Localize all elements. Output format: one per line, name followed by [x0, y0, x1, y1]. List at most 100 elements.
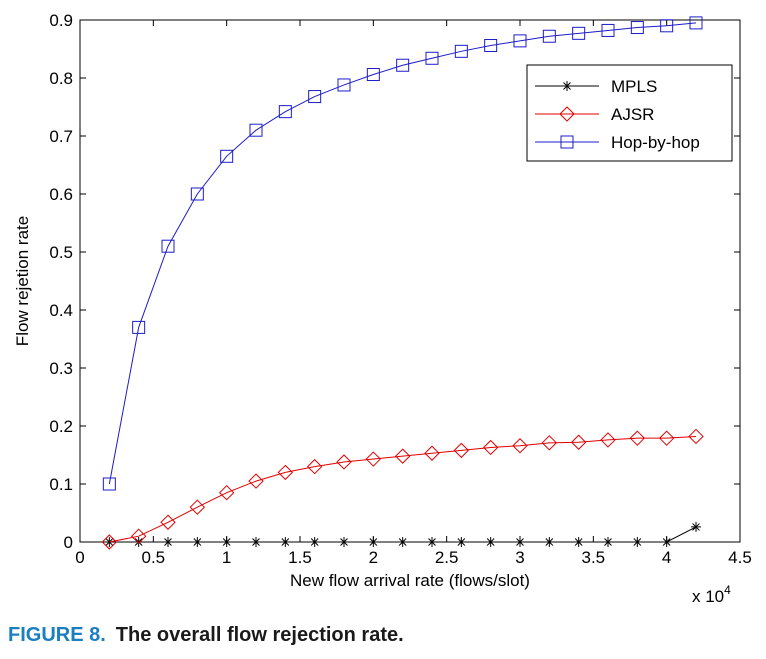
legend-label: MPLS [611, 77, 657, 96]
data-point [339, 537, 349, 547]
x-tick-label: 0 [75, 548, 84, 567]
series-layer [101, 16, 704, 550]
y-tick-label: 0.4 [49, 301, 73, 320]
data-point [600, 432, 616, 448]
data-point [190, 187, 204, 201]
data-point [101, 534, 118, 550]
data-point [221, 537, 232, 547]
data-point [366, 68, 380, 82]
data-point [485, 537, 496, 547]
legend-marker [562, 81, 572, 91]
data-point [573, 537, 584, 547]
legend-entry: Hop-by-hop [535, 133, 700, 152]
x-tick-label: 3 [515, 548, 524, 567]
data-point [161, 239, 175, 253]
y-tick-label: 0.5 [49, 243, 73, 262]
data-point [658, 430, 675, 446]
data-point [280, 537, 291, 547]
data-point [542, 29, 556, 43]
data-point [278, 105, 292, 119]
data-point [102, 477, 116, 491]
data-point [572, 26, 586, 40]
data-point [512, 438, 528, 454]
x-axis-label: New flow arrival rate (flows/slot) [290, 571, 530, 590]
legend-entry: AJSR [535, 105, 654, 124]
x-tick-label: 1.5 [288, 548, 312, 567]
data-point [630, 21, 644, 35]
data-point [133, 537, 144, 547]
data-point [544, 537, 555, 547]
data-point [660, 19, 674, 33]
x-tick-label: 0.5 [142, 548, 166, 567]
series-line [109, 435, 697, 543]
x-tick-label: 2.5 [435, 548, 459, 567]
data-point [541, 435, 558, 451]
x-tick-label: 2 [369, 548, 378, 567]
data-point [603, 537, 613, 547]
data-point [688, 428, 704, 445]
data-point [661, 537, 672, 547]
data-point [277, 464, 294, 481]
x-axis-multiplier-base: x 10 [692, 587, 724, 606]
data-point [689, 16, 703, 30]
data-point [601, 23, 615, 37]
x-axis-multiplier-exponent: 4 [724, 583, 731, 597]
data-point [251, 537, 261, 547]
legend-marker [559, 106, 575, 122]
legend-entry: MPLS [535, 77, 657, 96]
data-point [513, 34, 527, 48]
data-point [427, 537, 437, 547]
x-axis-multiplier: x 104 [692, 583, 731, 606]
data-point [132, 320, 146, 334]
x-tick-label: 1 [222, 548, 231, 567]
data-point [365, 451, 382, 467]
y-tick-label: 0.8 [49, 69, 73, 88]
data-point [160, 514, 176, 530]
data-point [629, 430, 646, 446]
data-point [453, 442, 470, 459]
data-point [632, 537, 643, 547]
legend-marker [560, 135, 574, 149]
series-line [108, 22, 697, 485]
series-ajsr [101, 428, 704, 550]
data-point [248, 473, 264, 489]
y-tick-label: 0.3 [49, 359, 73, 378]
data-point [308, 90, 322, 104]
data-point [424, 445, 440, 461]
figure-number: FIGURE 8. [8, 624, 106, 646]
data-point [218, 484, 235, 501]
x-tick-label: 4 [662, 548, 671, 567]
legend: MPLS AJSR Hop-by-hop [526, 64, 733, 162]
data-point [515, 537, 525, 547]
axis-ticks: 0 0.5 1 1.5 2 2.5 3 3.5 4 4.5 0 0.1 0.2 0.3 0.4 0.5 0.6 0… [49, 11, 751, 567]
y-axis-label: Flow rejetion rate [13, 216, 32, 346]
chart: 0 0.5 1 1.5 2 2.5 3 3.5 4 4.5 0 0.1 0.2 0.3 0.4 0.5 0.6 0… [13, 11, 752, 606]
data-point [130, 528, 147, 544]
data-point [104, 537, 115, 547]
y-tick-label: 0 [64, 533, 73, 552]
data-point [397, 537, 408, 547]
data-point [220, 149, 234, 163]
y-tick-label: 0.9 [49, 11, 73, 30]
figure-caption: FIGURE 8. The overall flow rejection rate… [8, 624, 404, 647]
data-point [454, 44, 468, 58]
data-point [482, 439, 499, 456]
data-point [456, 537, 467, 547]
y-tick-label: 0.7 [49, 127, 73, 146]
data-point [394, 448, 411, 464]
data-point [368, 537, 379, 547]
data-point [163, 537, 173, 547]
data-point [570, 434, 587, 450]
legend-label: AJSR [611, 105, 654, 124]
series-mpls [104, 521, 701, 547]
data-point [249, 123, 263, 137]
legend-label: Hop-by-hop [611, 133, 700, 152]
data-point [425, 51, 439, 65]
data-point [337, 78, 351, 92]
x-tick-label: 3.5 [582, 548, 606, 567]
data-point [336, 454, 352, 470]
y-tick-label: 0.2 [49, 417, 73, 436]
y-tick-label: 0.6 [49, 185, 73, 204]
series-hop-by-hop [102, 16, 703, 491]
figure-caption-text: The overall flow rejection rate. [115, 624, 404, 646]
